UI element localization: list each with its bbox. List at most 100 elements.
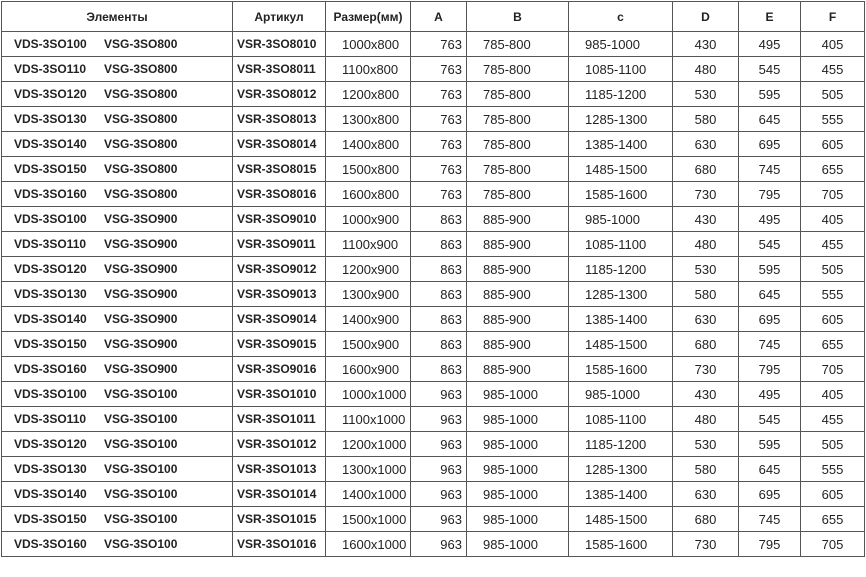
b-cell: 885-900 <box>466 356 569 382</box>
size-cell: 1000x900 <box>325 206 411 232</box>
header-d: D <box>672 1 739 32</box>
header-article: Артикул <box>232 1 326 32</box>
article-cell: VSR-3SO1015 <box>232 506 326 532</box>
d-cell: 430 <box>672 381 739 407</box>
glass-element: VSG-3SO900 <box>104 262 178 276</box>
e-cell: 645 <box>738 456 801 482</box>
size-cell: 1400x800 <box>325 131 411 157</box>
c-cell: 1085-1100 <box>568 406 673 432</box>
table-row: VDS-3SO100 VSG-3SO800 VSR-3SO8010 1000x800 7… <box>1 31 865 57</box>
b-cell: 885-900 <box>466 231 569 257</box>
a-cell: 863 <box>410 306 467 332</box>
header-size: Размер(мм) <box>325 1 411 32</box>
table-row: VDS-3SO120 VSG-3SO800 VSR-3SO8012 1200x800 7… <box>1 81 865 107</box>
door-element: VDS-3SO160 <box>14 187 87 201</box>
article-cell: VSR-3SO9013 <box>232 281 326 307</box>
glass-element: VSG-3SO800 <box>104 37 178 51</box>
e-cell: 595 <box>738 81 801 107</box>
c-cell: 1285-1300 <box>568 281 673 307</box>
b-cell: 985-1000 <box>466 531 569 557</box>
size-cell: 1500x1000 <box>325 506 411 532</box>
table-row: VDS-3SO120 VSG-3SO900 VSR-3SO9012 1200x900 8… <box>1 256 865 282</box>
article-cell: VSR-3SO9011 <box>232 231 326 257</box>
b-cell: 985-1000 <box>466 431 569 457</box>
elements-cell: VDS-3SO110 VSG-3SO800 <box>1 56 233 82</box>
e-cell: 695 <box>738 481 801 507</box>
c-cell: 1585-1600 <box>568 181 673 207</box>
f-cell: 655 <box>800 331 865 357</box>
table-row: VDS-3SO120 VSG-3SO100 VSR-3SO1012 1200x1000… <box>1 431 865 457</box>
f-cell: 655 <box>800 156 865 182</box>
e-cell: 745 <box>738 331 801 357</box>
b-cell: 985-1000 <box>466 506 569 532</box>
d-cell: 630 <box>672 306 739 332</box>
f-cell: 505 <box>800 431 865 457</box>
e-cell: 545 <box>738 231 801 257</box>
glass-element: VSG-3SO100 <box>104 412 178 426</box>
a-cell: 963 <box>410 481 467 507</box>
c-cell: 1185-1200 <box>568 81 673 107</box>
article-cell: VSR-3SO9016 <box>232 356 326 382</box>
b-cell: 785-800 <box>466 106 569 132</box>
table-row: VDS-3SO140 VSG-3SO800 VSR-3SO8014 1400x800 7… <box>1 131 865 157</box>
size-cell: 1500x900 <box>325 331 411 357</box>
d-cell: 680 <box>672 156 739 182</box>
c-cell: 1285-1300 <box>568 456 673 482</box>
glass-element: VSG-3SO100 <box>104 487 178 501</box>
a-cell: 763 <box>410 106 467 132</box>
b-cell: 785-800 <box>466 31 569 57</box>
header-e: E <box>738 1 801 32</box>
article-cell: VSR-3SO1016 <box>232 531 326 557</box>
c-cell: 1385-1400 <box>568 481 673 507</box>
elements-cell: VDS-3SO150 VSG-3SO800 <box>1 156 233 182</box>
size-cell: 1100x800 <box>325 56 411 82</box>
e-cell: 645 <box>738 281 801 307</box>
size-cell: 1200x1000 <box>325 431 411 457</box>
d-cell: 680 <box>672 331 739 357</box>
d-cell: 480 <box>672 406 739 432</box>
size-cell: 1600x1000 <box>325 531 411 557</box>
c-cell: 1585-1600 <box>568 356 673 382</box>
c-cell: 1385-1400 <box>568 131 673 157</box>
c-cell: 985-1000 <box>568 206 673 232</box>
elements-cell: VDS-3SO160 VSG-3SO900 <box>1 356 233 382</box>
b-cell: 785-800 <box>466 156 569 182</box>
b-cell: 885-900 <box>466 281 569 307</box>
elements-cell: VDS-3SO110 VSG-3SO100 <box>1 406 233 432</box>
f-cell: 655 <box>800 506 865 532</box>
b-cell: 885-900 <box>466 306 569 332</box>
table-row: VDS-3SO150 VSG-3SO100 VSR-3SO1015 1500x1000… <box>1 506 865 532</box>
glass-element: VSG-3SO100 <box>104 387 178 401</box>
elements-cell: VDS-3SO150 VSG-3SO100 <box>1 506 233 532</box>
f-cell: 455 <box>800 406 865 432</box>
table-row: VDS-3SO150 VSG-3SO800 VSR-3SO8015 1500x800 7… <box>1 156 865 182</box>
article-cell: VSR-3SO8016 <box>232 181 326 207</box>
e-cell: 795 <box>738 356 801 382</box>
b-cell: 785-800 <box>466 131 569 157</box>
glass-element: VSG-3SO800 <box>104 137 178 151</box>
glass-element: VSG-3SO900 <box>104 337 178 351</box>
d-cell: 530 <box>672 256 739 282</box>
glass-element: VSG-3SO100 <box>104 437 178 451</box>
b-cell: 785-800 <box>466 56 569 82</box>
size-cell: 1400x900 <box>325 306 411 332</box>
d-cell: 530 <box>672 81 739 107</box>
c-cell: 1185-1200 <box>568 256 673 282</box>
size-cell: 1300x900 <box>325 281 411 307</box>
f-cell: 405 <box>800 206 865 232</box>
a-cell: 763 <box>410 56 467 82</box>
article-cell: VSR-3SO9012 <box>232 256 326 282</box>
article-cell: VSR-3SO8015 <box>232 156 326 182</box>
b-cell: 985-1000 <box>466 456 569 482</box>
door-element: VDS-3SO120 <box>14 262 87 276</box>
c-cell: 1485-1500 <box>568 156 673 182</box>
size-cell: 1100x900 <box>325 231 411 257</box>
elements-cell: VDS-3SO110 VSG-3SO900 <box>1 231 233 257</box>
table-row: VDS-3SO160 VSG-3SO800 VSR-3SO8016 1600x800 7… <box>1 181 865 207</box>
elements-cell: VDS-3SO120 VSG-3SO900 <box>1 256 233 282</box>
a-cell: 763 <box>410 81 467 107</box>
door-element: VDS-3SO110 <box>14 62 87 76</box>
d-cell: 730 <box>672 531 739 557</box>
elements-cell: VDS-3SO100 VSG-3SO800 <box>1 31 233 57</box>
door-element: VDS-3SO100 <box>14 387 87 401</box>
